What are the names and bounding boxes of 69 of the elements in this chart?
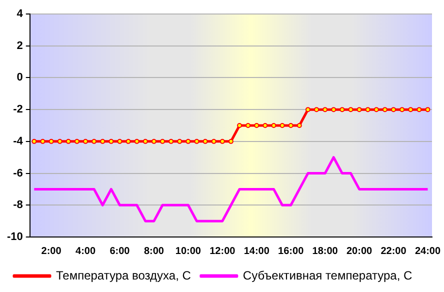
point	[202, 138, 208, 144]
y-tick-label: 2	[16, 40, 23, 52]
point	[228, 138, 234, 144]
point	[160, 138, 166, 144]
y-tick-label: -6	[13, 167, 23, 180]
point	[40, 138, 46, 144]
point	[48, 138, 54, 144]
y-tick-label: -10	[6, 231, 23, 244]
y-tick-label: 4	[16, 8, 24, 20]
point	[246, 123, 251, 128]
point	[262, 123, 268, 128]
point	[66, 138, 71, 144]
point	[382, 107, 388, 112]
y-tick-label: -4	[13, 135, 24, 148]
point	[117, 138, 122, 144]
point	[356, 107, 362, 112]
x-tick-label: 16:00	[278, 246, 304, 257]
point	[220, 138, 225, 144]
point	[57, 138, 62, 144]
point	[134, 138, 140, 144]
point	[322, 107, 328, 112]
point	[280, 123, 285, 128]
point	[186, 138, 191, 144]
x-tick-label: 20:00	[346, 246, 373, 257]
point	[348, 107, 354, 112]
point	[194, 138, 200, 144]
x-tick-label: 22:00	[380, 246, 407, 257]
point	[288, 123, 294, 128]
point	[142, 138, 148, 144]
point	[340, 107, 345, 112]
point	[400, 107, 405, 112]
x-tick-label: 12:00	[210, 246, 236, 257]
x-tick-label: 6:00	[110, 246, 130, 257]
point	[365, 107, 370, 112]
x-tick-label: 4:00	[76, 246, 96, 257]
point	[83, 138, 88, 144]
point	[314, 107, 320, 112]
point	[374, 107, 379, 112]
point	[416, 107, 422, 112]
point	[254, 123, 260, 128]
point	[100, 138, 106, 144]
point	[168, 138, 174, 144]
x-tick-label: 8:00	[144, 246, 164, 257]
x-tick-label: 2:00	[41, 246, 62, 257]
point	[425, 107, 430, 112]
y-tick-label: 0	[16, 72, 23, 84]
point	[305, 107, 310, 112]
point	[108, 138, 114, 144]
point	[74, 138, 80, 144]
legend-label: Температура воздуха, С	[56, 268, 192, 282]
point	[271, 123, 276, 128]
point	[177, 138, 182, 144]
point	[391, 107, 396, 112]
point	[92, 138, 97, 144]
point	[32, 138, 37, 144]
y-tick-label: -8	[13, 199, 23, 212]
point	[408, 107, 414, 112]
y-tick-label: -2	[13, 104, 23, 116]
point	[237, 123, 242, 128]
x-tick-label: 18:00	[312, 246, 338, 257]
legend-label: Субъективная температура, С	[242, 268, 412, 282]
point	[211, 138, 216, 144]
x-tick-label: 24:00	[414, 246, 441, 257]
x-tick-label: 10:00	[175, 246, 202, 257]
point	[296, 123, 302, 128]
x-tick-label: 14:00	[244, 246, 270, 257]
point	[126, 138, 131, 144]
point	[151, 138, 156, 144]
point	[331, 107, 336, 112]
